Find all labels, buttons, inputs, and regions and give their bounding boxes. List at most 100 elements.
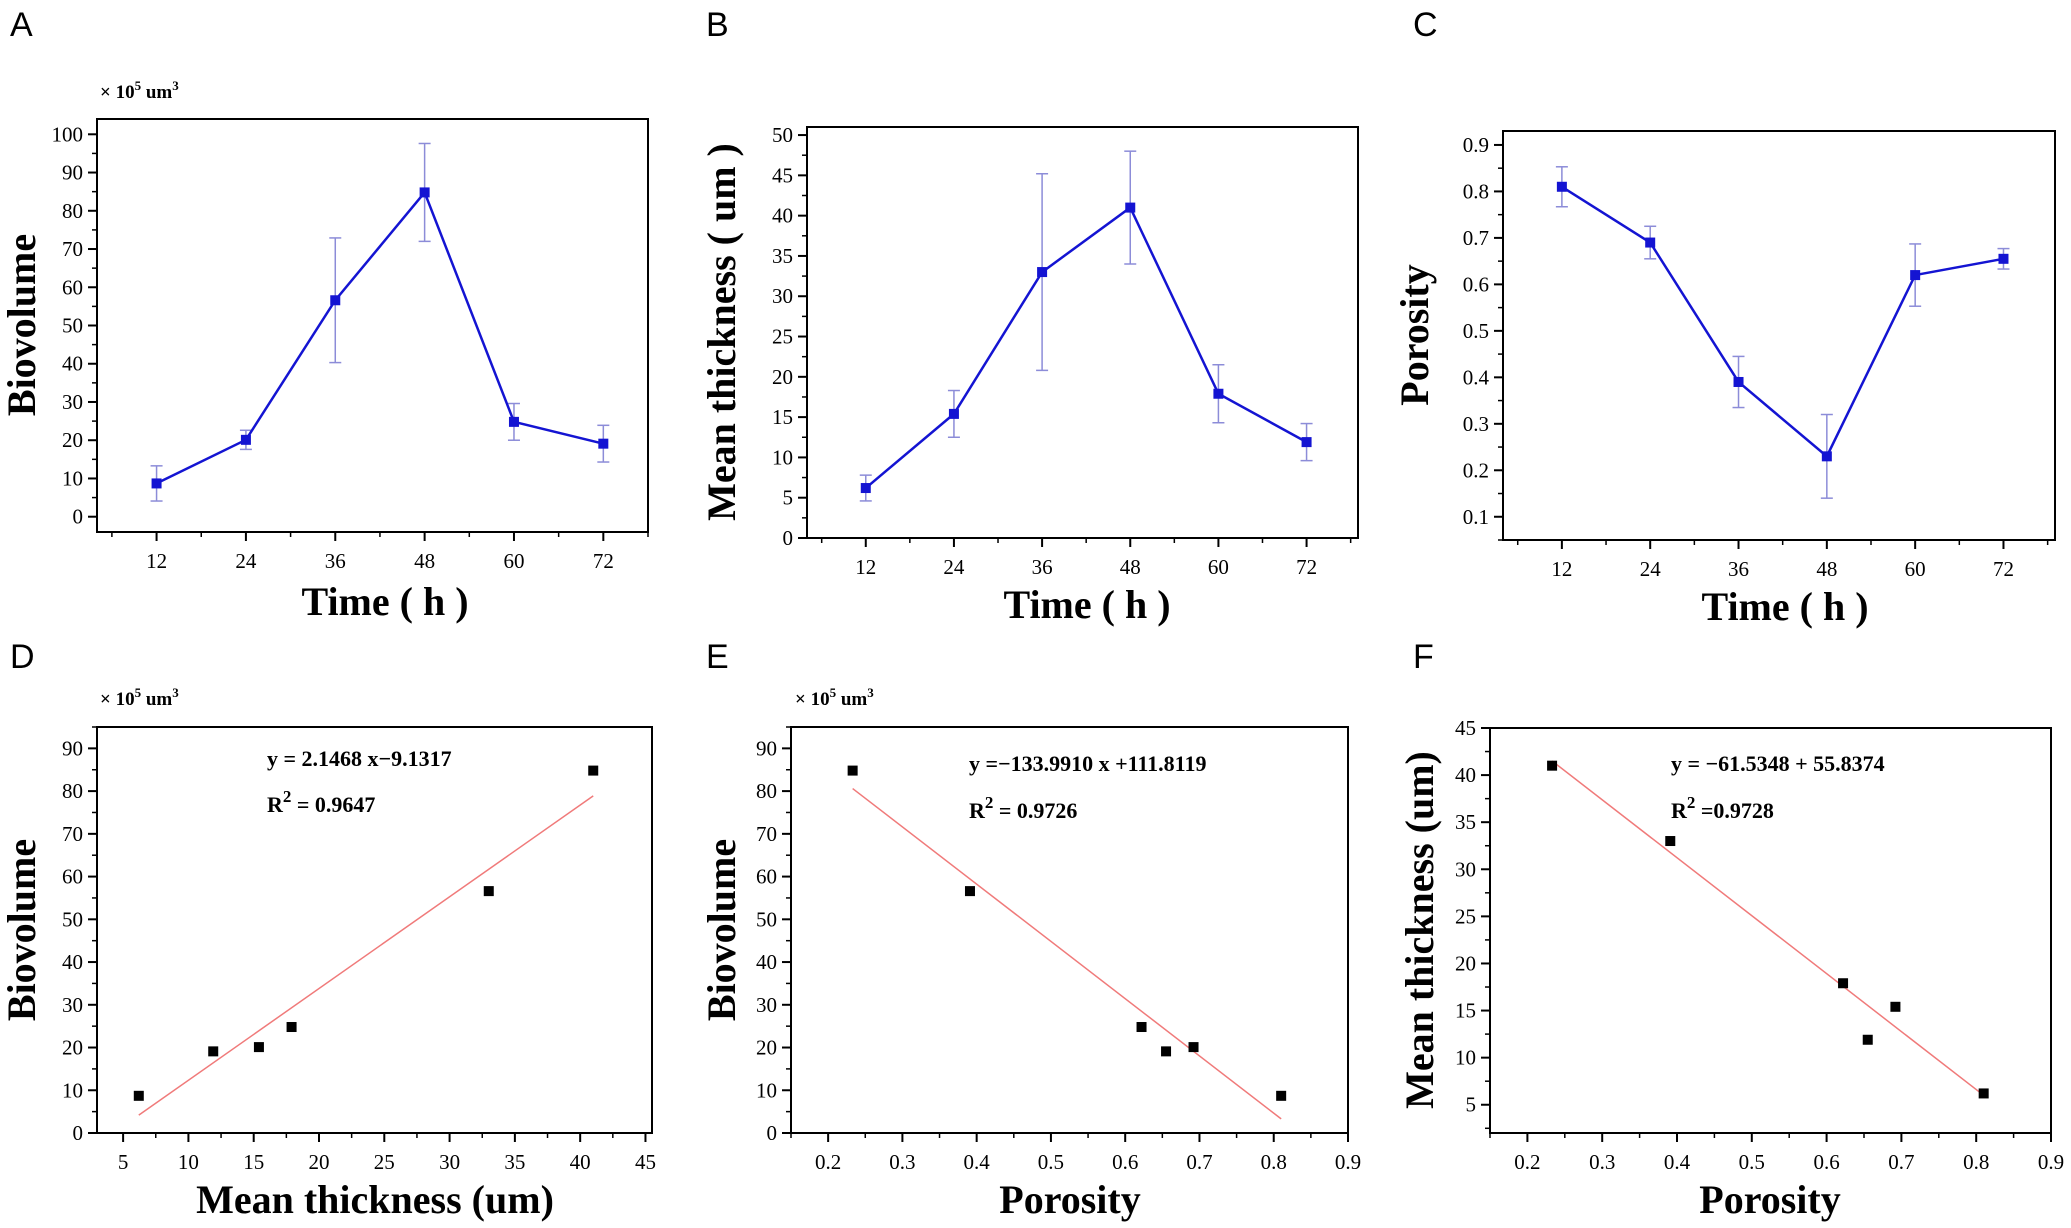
- x-tick-label: 10: [178, 1150, 199, 1174]
- data-point: [133, 1090, 144, 1101]
- x-tick-label: 0.2: [1514, 1150, 1540, 1174]
- data-point: [1188, 1042, 1199, 1053]
- panel-letter: C: [1413, 6, 1438, 44]
- x-tick-label: 60: [1208, 555, 1229, 579]
- x-tick-label: 48: [414, 549, 435, 573]
- x-tick-label: 0.7: [1888, 1150, 1914, 1174]
- data-point: [1213, 388, 1224, 399]
- data-point: [1547, 760, 1558, 771]
- y-tick-label: 40: [756, 950, 777, 974]
- data-point: [208, 1046, 219, 1057]
- x-axis-title: Time ( h ): [301, 579, 468, 624]
- r-squared: R2 =0.9728: [1671, 793, 1774, 823]
- y-tick-label: 35: [772, 244, 793, 268]
- panel-letter: D: [10, 638, 35, 676]
- x-tick-label: 0.5: [1038, 1150, 1064, 1174]
- y-tick-label: 0.1: [1463, 505, 1489, 529]
- data-point: [508, 416, 519, 427]
- fit-line: [138, 795, 594, 1116]
- data-point: [860, 483, 871, 494]
- r-squared: R2 = 0.9726: [969, 793, 1077, 823]
- y-tick-label: 25: [1455, 904, 1476, 928]
- y-tick-label: 0: [73, 1121, 84, 1145]
- y-tick-label: 0.9: [1463, 133, 1489, 157]
- x-tick-label: 36: [325, 549, 346, 573]
- x-axis-title: Porosity: [1699, 1177, 1840, 1222]
- data-point: [847, 765, 858, 776]
- y-tick-label: 40: [772, 204, 793, 228]
- y-axis-title: Mean thickness ( um ): [699, 143, 744, 521]
- y-tick-label: 50: [62, 314, 83, 338]
- y-tick-label: 30: [62, 993, 83, 1017]
- x-axis-title: Mean thickness (um): [196, 1177, 554, 1222]
- y-axis-title: Mean thickness (um): [1397, 751, 1442, 1109]
- plot-frame: [1502, 130, 2056, 541]
- x-tick-label: 72: [593, 549, 614, 573]
- x-tick-label: 0.2: [815, 1150, 841, 1174]
- y-tick-label: 0: [767, 1121, 778, 1145]
- x-tick-label: 0.3: [889, 1150, 915, 1174]
- x-tick-label: 48: [1120, 555, 1141, 579]
- y-tick-label: 30: [772, 284, 793, 308]
- y-tick-label: 10: [756, 1078, 777, 1102]
- data-point: [240, 434, 251, 445]
- plot-frame: [1489, 727, 2052, 1134]
- data-point: [419, 187, 430, 198]
- panel-letter: F: [1413, 638, 1434, 676]
- x-tick-label: 0.6: [1813, 1150, 1839, 1174]
- x-tick-label: 40: [570, 1150, 591, 1174]
- y-tick-label: 70: [62, 822, 83, 846]
- data-point: [483, 886, 494, 897]
- y-tick-label: 70: [756, 822, 777, 846]
- unit-label: × 105 um3: [795, 685, 874, 710]
- data-point: [1910, 270, 1921, 281]
- fit-line: [852, 787, 1282, 1120]
- regression-equation: y =−133.9910 x +111.8119: [969, 751, 1206, 776]
- x-tick-label: 24: [1640, 557, 1662, 581]
- plot-frame: [96, 118, 649, 533]
- y-tick-label: 50: [62, 907, 83, 931]
- x-tick-label: 0.9: [2038, 1150, 2064, 1174]
- data-point: [1645, 237, 1656, 248]
- x-tick-label: 30: [439, 1150, 460, 1174]
- x-tick-label: 72: [1993, 557, 2014, 581]
- plot-frame: [96, 726, 653, 1134]
- y-tick-label: 40: [62, 352, 83, 376]
- panel-letter: A: [10, 6, 33, 44]
- chart-panel-c: C 0.1 0.2 0.3 0.4 0.5 0.6 0.7 0.8 0.9 12 24 36 48 60 72…: [1392, 6, 2056, 629]
- y-tick-label: 35: [1455, 810, 1476, 834]
- y-tick-label: 80: [62, 199, 83, 223]
- y-axis-title: Porosity: [1392, 264, 1437, 405]
- regression-equation: y = 2.1468 x−9.1317: [267, 746, 452, 771]
- x-tick-label: 24: [943, 555, 965, 579]
- x-tick-label: 72: [1296, 555, 1317, 579]
- y-tick-label: 60: [62, 865, 83, 889]
- x-tick-label: 0.4: [964, 1150, 991, 1174]
- x-tick-label: 20: [309, 1150, 330, 1174]
- y-tick-label: 80: [62, 779, 83, 803]
- y-tick-label: 20: [62, 1036, 83, 1060]
- y-tick-label: 0.4: [1463, 365, 1490, 389]
- data-point: [1821, 451, 1832, 462]
- x-tick-label: 60: [1905, 557, 1926, 581]
- plot-frame: [790, 726, 1349, 1134]
- y-tick-label: 0.5: [1463, 319, 1489, 343]
- data-point: [588, 765, 599, 776]
- data-point: [1978, 1088, 1989, 1099]
- x-axis-title: Time ( h ): [1003, 582, 1170, 627]
- regression-equation: y = −61.5348 + 55.8374: [1671, 751, 1885, 776]
- data-point: [330, 295, 341, 306]
- x-axis-title: Porosity: [999, 1177, 1140, 1222]
- y-tick-label: 70: [62, 237, 83, 261]
- data-point: [1037, 267, 1048, 278]
- y-tick-label: 20: [756, 1036, 777, 1060]
- y-tick-label: 15: [1455, 999, 1476, 1023]
- data-point: [1301, 437, 1312, 448]
- unit-label: × 105 um3: [100, 78, 179, 103]
- y-tick-label: 60: [62, 275, 83, 299]
- panel-letter: B: [706, 6, 729, 44]
- y-tick-label: 45: [772, 163, 793, 187]
- y-tick-label: 0.8: [1463, 179, 1489, 203]
- y-tick-label: 20: [62, 428, 83, 452]
- plot-frame: [806, 126, 1359, 539]
